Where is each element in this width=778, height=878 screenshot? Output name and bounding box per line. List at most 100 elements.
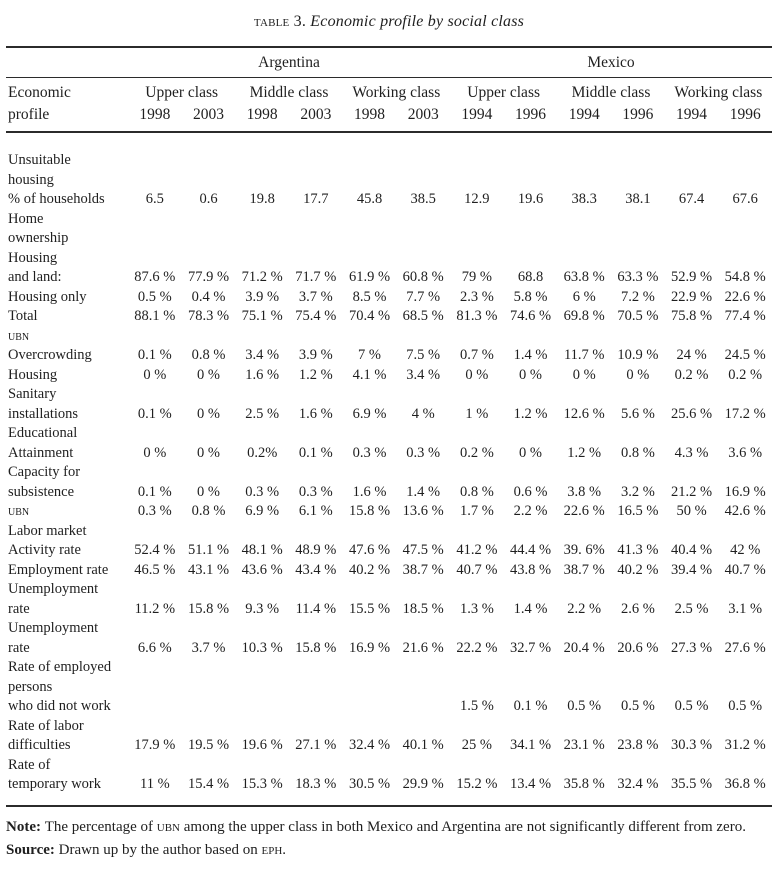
table-cell: 52.4 % [134,542,176,558]
row-label-line: UBN [8,502,128,522]
table-cell: 3.1 % [728,600,763,617]
table-cell: 32.7 % [509,639,552,656]
table-cell: 2.2 % [513,503,548,519]
table-cell: 0.6 % [513,483,548,500]
table-cell: 19.6 [517,191,544,207]
class-group-label: Middle class [249,84,329,101]
table-cell: 6.6 % [137,639,172,656]
table-cell: 17.7 [303,191,329,207]
table-cell: 20.4 % [563,639,605,656]
row-label-line: persons [8,678,53,695]
table-cell: 15.2 % [456,776,498,792]
table-cell: 3.4 % [245,347,280,363]
table-cell: 1.3 % [459,600,494,617]
table-cell: 18.5 % [402,600,444,617]
table-cell: 63.8 % [563,269,605,285]
table-top-rule [6,46,772,48]
table-cell: 20.6 % [617,639,659,656]
table-cell: 4.3 % [674,444,709,461]
table-cell: 21.2 % [671,483,713,500]
row-label-line: % of households [8,191,105,207]
table-cell: 43.4 % [295,561,337,578]
row-label: Educational Attainment [6,424,128,463]
row-label: Unemployment rate [6,619,128,658]
note-text: Note: The percentage of UBN among the up… [6,816,772,839]
country-header-row: Argentina Mexico [6,48,772,77]
year-label: 1996 [515,106,547,123]
table-cell: 42 % [730,542,761,558]
table-cell: 35.5 % [671,776,713,792]
table-cell: 41.3 % [617,542,659,558]
text-segment: Economic profile by social class [310,13,525,30]
row-label-line: Labor market [8,522,87,539]
table-cell: 0 % [572,366,596,383]
row-label-line: Unsuitable [8,152,71,168]
table-cell: 67.4 [678,191,705,207]
table-cell: 15.8 % [348,503,391,519]
table-row: Capacity for subsistence 0.1 % 0 % 0.3 % 0.3 … [6,463,772,502]
row-label-line: ownership [8,230,69,246]
table-cell: 22.6 % [563,503,605,519]
row-label: Home ownership [6,210,128,249]
table-cell: 27.1 % [295,737,337,753]
text-segment: Drawn up by the author based on [58,841,262,858]
table-cell: 1.2 % [567,444,602,461]
row-label-line: Rate of [8,756,51,773]
table-cell: 52.9 % [671,269,713,285]
economic-profile-table: Argentina Mexico Economic Upper class Midd… [6,46,772,807]
class-group-label: Middle class [571,84,651,101]
table-cell: 7.7 % [406,288,441,305]
table-cell: 27.3 % [671,639,713,656]
table-cell: 1.5 % [459,698,494,714]
table-cell: 10.9 % [617,347,659,363]
table-cell: 42.6 % [724,503,766,519]
table-cell: 16.9 % [348,639,391,656]
table-cell: 41.2 % [456,542,498,558]
row-label-line: Activity rate [8,542,81,558]
table-cell: 11.7 % [563,347,605,363]
table-cell: 15.5 % [348,600,391,617]
row-label-line: Rate of labor [8,717,84,734]
table-row: Housing only 0.5 % 0.4 % 3.9 % 3.7 % 8.5 % 7.7… [6,288,772,308]
table-cell: 0.8 % [620,444,655,461]
table-cell: 40.2 % [617,561,659,578]
table-cell: 15.3 % [241,776,283,792]
year-label: 2003 [300,106,332,123]
row-label-line: Housing only [8,288,87,305]
table-cell: 3.4 % [406,366,441,383]
row-label-line: Attainment [8,444,74,461]
table-cell: 10.3 % [241,639,283,656]
table-cell: 77.9 % [187,269,230,285]
table-cell: 19.6 % [241,737,283,753]
year-label: 2003 [407,106,439,123]
row-label-line: Housing [8,366,58,383]
table-cell: 0.4 % [191,288,226,305]
row-label-line: rate [8,600,30,617]
table-cell: 3.9 % [298,347,333,363]
table-cell: 3.9 % [245,288,280,305]
table-cell: 68.8 [517,269,544,285]
table-cell: 29.9 % [402,776,444,792]
year-label: 1994 [676,106,708,123]
year-label: 1996 [729,106,761,123]
table-row: Housing and land: 87.6 % 77.9 % 71.2 % 71.7 %… [6,249,772,288]
table-cell: 75.8 % [671,308,713,324]
class-header-row: Economic Upper class Middle class Working … [6,78,772,105]
table-cell: 60.8 % [402,269,444,285]
table-cell: 0.5 % [567,698,602,714]
row-label: Unsuitable housing % of households [6,151,128,210]
table-cell: 31.2 % [724,737,766,753]
table-cell: 43.1 % [187,561,230,578]
table-notes: Note: The percentage of UBN among the up… [6,816,772,862]
table-cell: 22.6 % [724,288,766,305]
table-cell: 25 % [461,737,492,753]
table-cell: 0.3 % [137,503,172,519]
table-cell: 1.6 % [298,405,333,422]
table-cell: 1 % [465,405,489,422]
row-label-line: Housing [8,249,58,266]
table-cell: 46.5 % [134,561,176,578]
table-row: Rate of employed persons who did not work 1… [6,658,772,717]
table-cell: 50 % [676,503,707,519]
table-cell: 39.4 % [671,561,713,578]
row-label-line: Total [8,308,38,324]
